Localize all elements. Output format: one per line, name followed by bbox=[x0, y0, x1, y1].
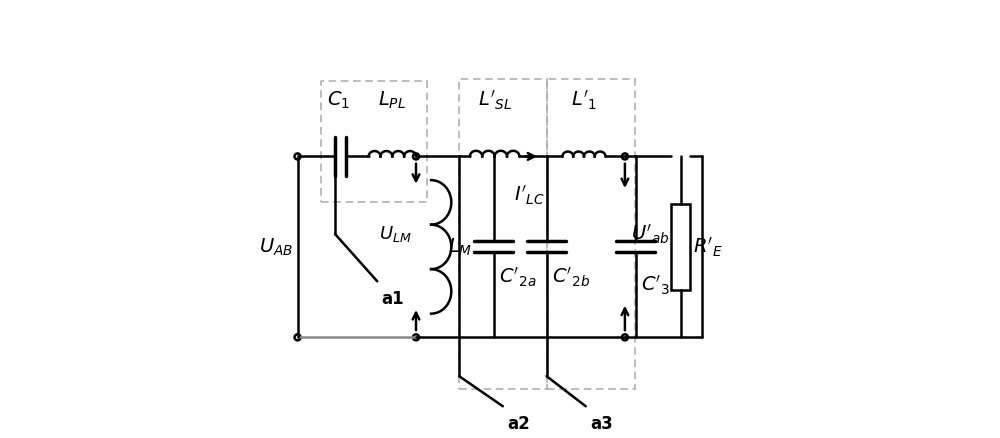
Text: a2: a2 bbox=[507, 415, 530, 433]
Text: $L_{PL}$: $L_{PL}$ bbox=[378, 90, 406, 111]
Text: $U_{LM}$: $U_{LM}$ bbox=[379, 224, 412, 244]
Text: $C'_{2b}$: $C'_{2b}$ bbox=[552, 265, 590, 289]
Text: $L'_{SL}$: $L'_{SL}$ bbox=[478, 89, 512, 112]
Text: $R'_E$: $R'_E$ bbox=[693, 235, 723, 258]
Text: $L'_1$: $L'_1$ bbox=[571, 89, 597, 112]
Text: $C'_{2a}$: $C'_{2a}$ bbox=[499, 265, 536, 289]
Text: a3: a3 bbox=[590, 415, 613, 433]
Text: a1: a1 bbox=[382, 290, 404, 308]
Text: $U_{AB}$: $U_{AB}$ bbox=[259, 236, 293, 258]
Text: $I'_{LC}$: $I'_{LC}$ bbox=[514, 184, 545, 207]
Text: $C_1$: $C_1$ bbox=[327, 90, 350, 111]
Text: $C'_3$: $C'_3$ bbox=[641, 274, 670, 297]
Text: $U'_{ab}$: $U'_{ab}$ bbox=[631, 223, 670, 246]
Text: $L_M$: $L_M$ bbox=[448, 236, 473, 258]
Bar bbox=[671, 204, 690, 290]
